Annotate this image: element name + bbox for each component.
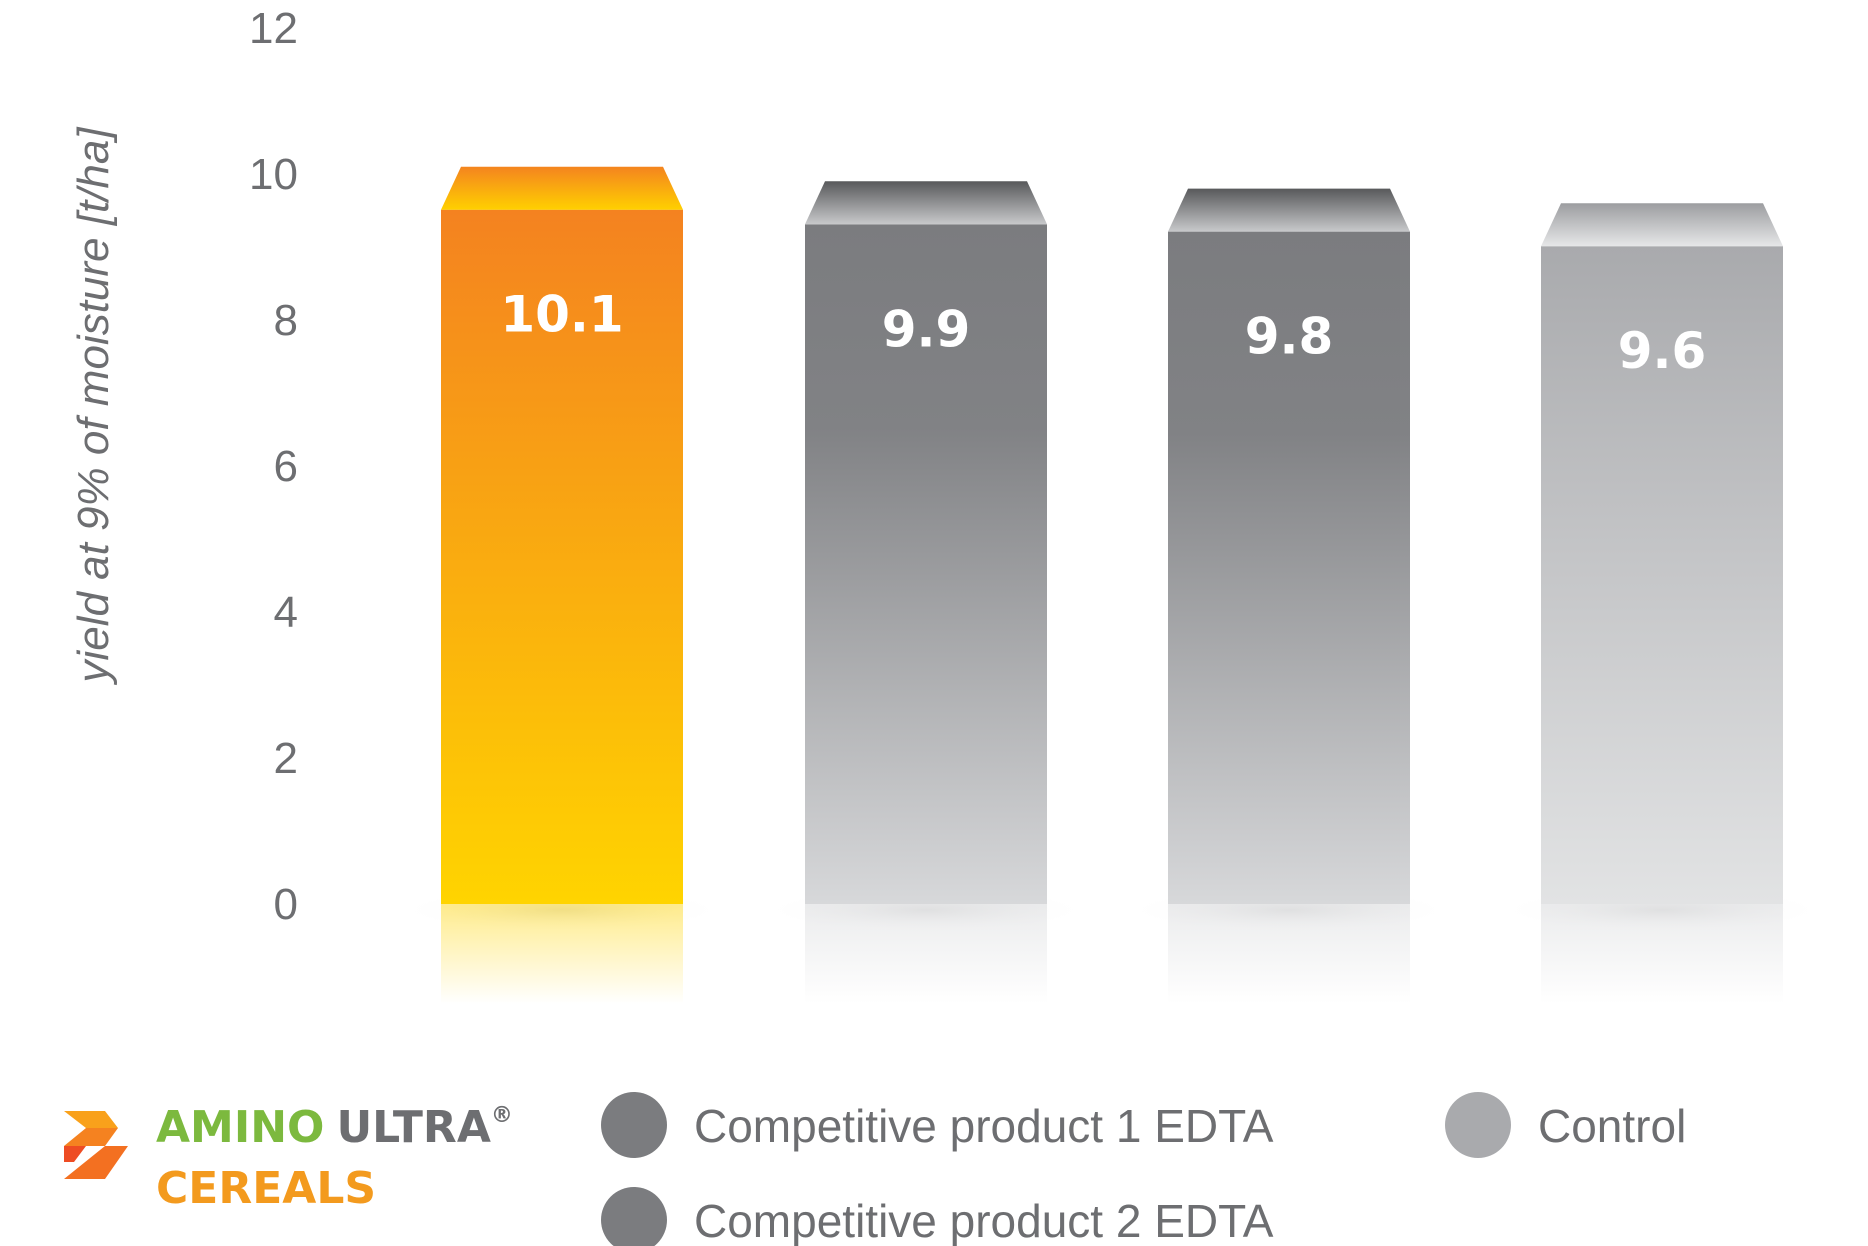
- bar-body: [1168, 231, 1410, 905]
- bar-body: [441, 209, 683, 904]
- bar-body: [805, 224, 1047, 905]
- bar-body: [1541, 246, 1783, 904]
- bar-control: 9.6: [1497, 203, 1827, 1004]
- bar-cap: [1168, 188, 1410, 232]
- brand-amino: AMINO: [156, 1102, 324, 1153]
- y-axis-label: yield at 9% of moisture [t/ha]: [69, 126, 118, 686]
- bar-competitive-product-1: 9.9: [761, 181, 1091, 1004]
- legend: AMINO ULTRA® CEREALS Competitive product …: [64, 1092, 1686, 1246]
- y-tick-label: 10: [249, 150, 298, 199]
- bar-value-label: 9.6: [1618, 322, 1707, 380]
- legend-label-control: Control: [1538, 1100, 1686, 1152]
- y-tick-label: 2: [274, 734, 298, 783]
- brand-ultra: ULTRA: [336, 1102, 490, 1153]
- y-tick-label: 4: [274, 588, 298, 637]
- legend-label-competitive-2: Competitive product 2 EDTA: [694, 1195, 1274, 1246]
- bar-cap: [805, 181, 1047, 225]
- bar-reflection: [1541, 904, 1783, 1004]
- y-tick-label: 6: [274, 442, 298, 491]
- bar-cap: [1541, 203, 1783, 247]
- bar-competitive-product-2: 9.8: [1124, 188, 1454, 1004]
- bar-reflection: [1168, 904, 1410, 1004]
- brand-cereals: CEREALS: [156, 1163, 376, 1214]
- legend-swatch-control: [1445, 1092, 1511, 1158]
- bar-reflection: [805, 904, 1047, 1004]
- bar-cap: [441, 166, 683, 210]
- y-tick-label: 12: [249, 4, 298, 53]
- bar-value-label: 9.8: [1245, 308, 1334, 366]
- bar-amino-ultra-cereals: 10.1: [397, 166, 727, 1004]
- brand-name: AMINO ULTRA®: [156, 1102, 513, 1153]
- bar-value-label: 10.1: [500, 286, 623, 344]
- bar-value-label: 9.9: [882, 300, 971, 358]
- y-axis: 0 2 4 6 8 10 12: [249, 4, 298, 929]
- y-tick-label: 8: [274, 296, 298, 345]
- legend-swatch-competitive-2: [601, 1187, 667, 1246]
- legend-swatch-competitive-1: [601, 1092, 667, 1158]
- brand-registered: ®: [491, 1103, 513, 1128]
- brand-logo-icon: [64, 1111, 128, 1179]
- y-tick-label: 0: [274, 880, 298, 929]
- bar-reflection: [441, 904, 683, 1004]
- bars: 10.1 9.9 9.8 9.6: [397, 166, 1827, 1004]
- legend-label-competitive-1: Competitive product 1 EDTA: [694, 1100, 1274, 1152]
